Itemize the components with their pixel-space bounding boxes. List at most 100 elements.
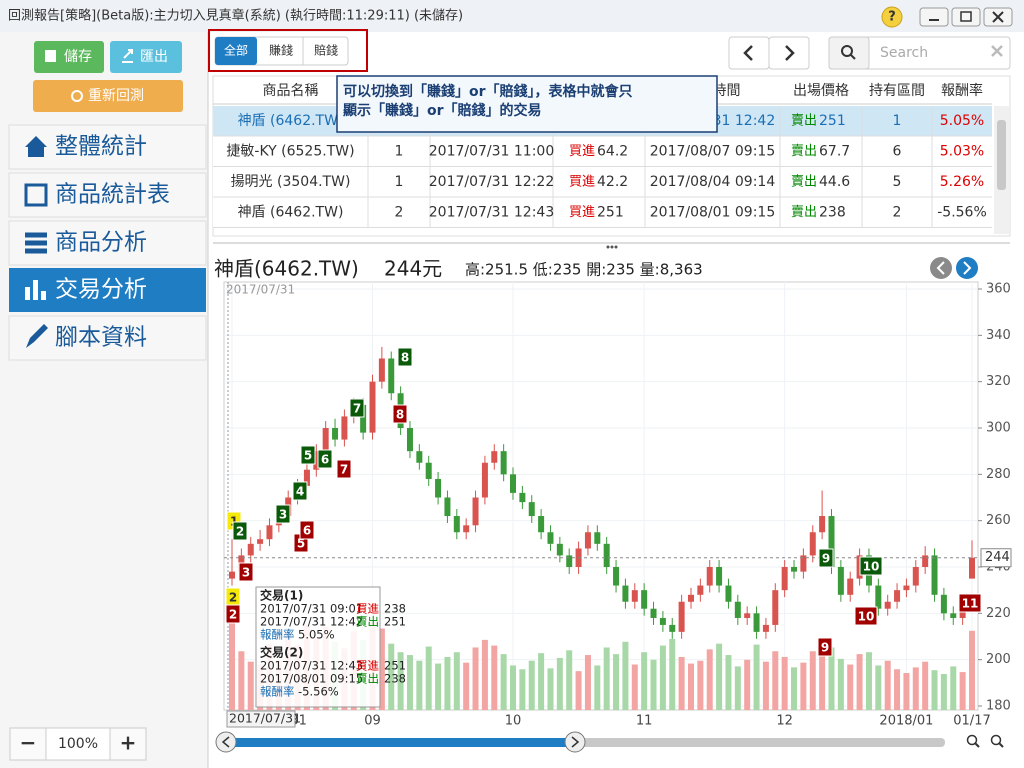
table-cell: 1 bbox=[893, 113, 902, 129]
chart-next-icon bbox=[963, 261, 972, 275]
trade-marker-label: 2 bbox=[229, 591, 237, 605]
table-cell: 2017/08/04 09:14 bbox=[650, 174, 776, 190]
candle-body bbox=[313, 451, 320, 470]
help-icon: ? bbox=[888, 10, 896, 25]
candle-body bbox=[875, 585, 882, 609]
trade-marker[interactable] bbox=[238, 562, 254, 582]
trade-marker[interactable] bbox=[958, 593, 982, 613]
candle-body bbox=[687, 594, 694, 602]
nav-item[interactable] bbox=[8, 172, 207, 218]
chart-prev-icon bbox=[936, 261, 945, 275]
table-cell: 2017/07/31 11:00 bbox=[429, 144, 555, 160]
trade-marker[interactable] bbox=[854, 606, 878, 626]
zoom-out-chart[interactable] bbox=[966, 734, 978, 746]
trade-marker[interactable] bbox=[292, 481, 308, 501]
nav-item[interactable] bbox=[8, 315, 207, 361]
maximize-button[interactable] bbox=[951, 7, 981, 27]
trade-marker[interactable] bbox=[397, 347, 413, 367]
candle-body bbox=[528, 502, 535, 517]
save-button[interactable] bbox=[34, 41, 104, 73]
prev-button[interactable] bbox=[728, 36, 770, 70]
volume-bar bbox=[753, 644, 760, 710]
volume-bar bbox=[519, 669, 526, 710]
volume-bar bbox=[229, 620, 235, 710]
trade-marker[interactable] bbox=[392, 404, 408, 424]
candle-body bbox=[472, 497, 479, 526]
zoom-in-chart[interactable] bbox=[990, 734, 1002, 746]
popup-price: 251 bbox=[384, 615, 406, 629]
trade-marker[interactable] bbox=[300, 445, 316, 465]
price-label: 244元 bbox=[384, 257, 442, 281]
candle-body bbox=[556, 543, 563, 556]
y-tick-label: 180 bbox=[986, 699, 1011, 714]
candlestick-chart: 神盾(6462.TW) 244元 高:251.5 低:235 開:235 量:8,3… bbox=[214, 257, 1012, 753]
return-rate: 5.03% bbox=[940, 144, 984, 160]
nav-item-active[interactable] bbox=[9, 268, 206, 312]
help-button[interactable] bbox=[881, 6, 903, 28]
next-icon bbox=[785, 45, 795, 61]
current-price-box bbox=[980, 548, 1012, 568]
filter-label: 賠錢 bbox=[314, 43, 338, 58]
splitter-handle[interactable] bbox=[606, 245, 610, 249]
candle-body bbox=[950, 613, 957, 618]
volume-bar bbox=[678, 656, 685, 710]
candle-body bbox=[753, 613, 760, 632]
trade-marker[interactable] bbox=[317, 449, 333, 469]
zoom-in-button[interactable] bbox=[109, 727, 147, 761]
trade-marker[interactable] bbox=[349, 398, 365, 418]
candle-body bbox=[322, 428, 329, 452]
volume-bar bbox=[687, 663, 694, 710]
navigator-range[interactable] bbox=[226, 738, 576, 747]
trade-action: 賣出 bbox=[791, 175, 817, 190]
next-button[interactable] bbox=[768, 36, 810, 70]
splitter-handle[interactable] bbox=[614, 245, 618, 249]
splitter-handle[interactable] bbox=[610, 245, 614, 249]
volume-bar bbox=[865, 652, 872, 710]
x-tick-label: 2018/01 bbox=[879, 714, 933, 729]
minimize-button[interactable] bbox=[919, 7, 949, 27]
trade-marker[interactable] bbox=[299, 520, 315, 540]
trade-marker[interactable] bbox=[225, 604, 241, 624]
trade-marker[interactable] bbox=[818, 548, 834, 568]
rerun-button[interactable] bbox=[33, 80, 183, 112]
search-clear[interactable] bbox=[991, 45, 1003, 57]
table-cell: 揚明光 (3504.TW) bbox=[231, 173, 351, 190]
volume-bar bbox=[238, 651, 245, 710]
table-scroll-thumb[interactable] bbox=[997, 120, 1006, 190]
trade-marker[interactable] bbox=[859, 556, 883, 576]
trade-marker-label: 4 bbox=[296, 485, 304, 499]
popup-time: 2017/07/31 12:42 bbox=[260, 615, 363, 629]
popup-action: 賣出 bbox=[356, 672, 379, 686]
candle-body bbox=[341, 416, 348, 440]
volume-bar bbox=[472, 647, 479, 710]
export-label: 匯出 bbox=[140, 49, 168, 65]
trade-action: 買進 bbox=[569, 205, 595, 220]
popup-time: 2017/07/31 12:43 bbox=[260, 659, 363, 673]
trade-marker[interactable] bbox=[275, 504, 291, 524]
candle-body bbox=[847, 578, 854, 595]
trade-action: 賣出 bbox=[791, 205, 817, 220]
navigator-right-handle[interactable] bbox=[564, 731, 586, 753]
volume-bar bbox=[903, 673, 910, 710]
volume-bar bbox=[716, 643, 723, 710]
trade-marker[interactable] bbox=[336, 459, 352, 479]
volume-bar bbox=[669, 638, 676, 710]
candle-body bbox=[303, 469, 310, 486]
navigator-left-handle[interactable] bbox=[215, 731, 237, 753]
y-tick-label: 340 bbox=[986, 328, 1011, 343]
candle-body bbox=[744, 613, 751, 618]
zoom-out-icon: − bbox=[20, 731, 37, 755]
candle-body bbox=[453, 516, 460, 533]
search-icon bbox=[841, 45, 853, 57]
table-cell: 5 bbox=[893, 174, 902, 190]
nav-label: 腳本資料 bbox=[55, 325, 147, 351]
chart-next-button[interactable] bbox=[956, 257, 978, 279]
trade-marker[interactable] bbox=[232, 521, 248, 541]
volume-bar bbox=[847, 664, 854, 710]
chart-prev-button[interactable] bbox=[930, 257, 952, 279]
zoom-out-button[interactable] bbox=[9, 727, 47, 761]
candle-body bbox=[332, 428, 339, 440]
trade-marker[interactable] bbox=[817, 637, 833, 657]
filter-tab-active[interactable] bbox=[215, 37, 257, 65]
popup-return-label: 報酬率 bbox=[260, 628, 295, 642]
